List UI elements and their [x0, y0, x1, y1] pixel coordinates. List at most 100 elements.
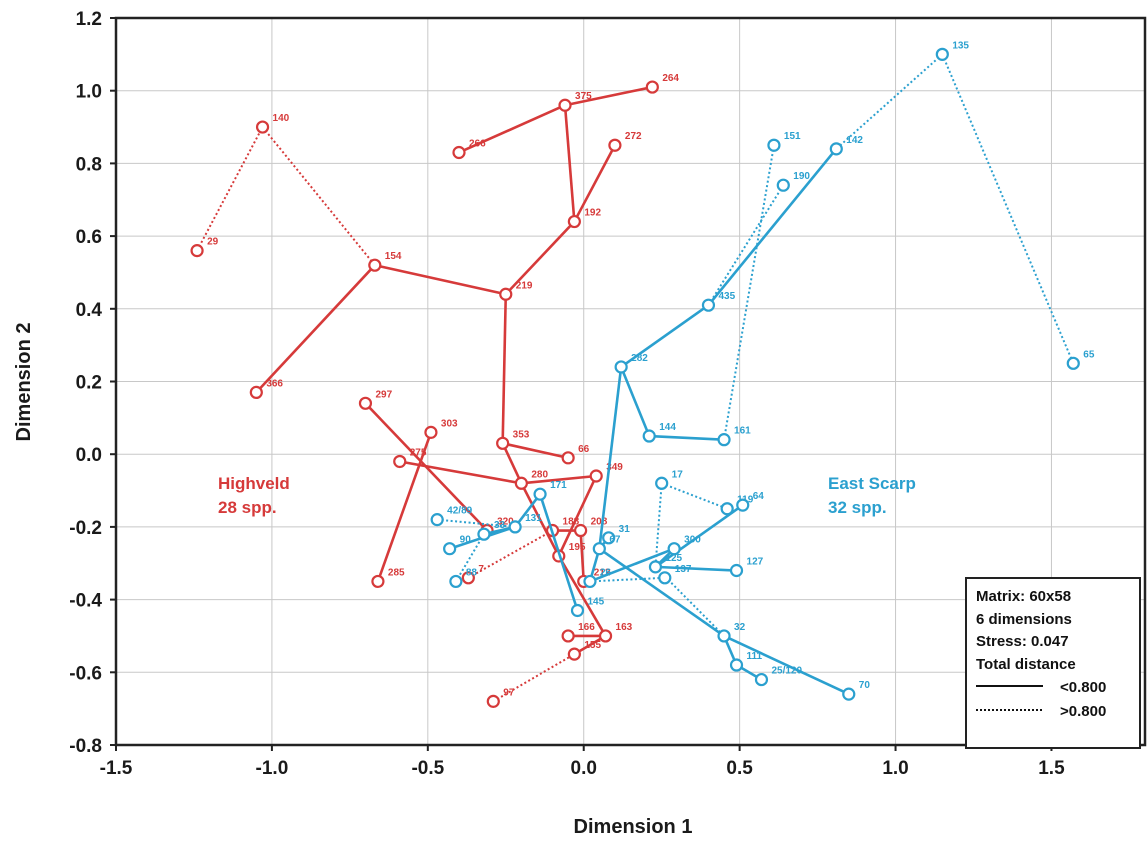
y-tick-label: -0.6	[69, 663, 102, 684]
point-label: 7	[478, 564, 484, 575]
link-solid	[557, 555, 607, 637]
point-label: 171	[550, 480, 567, 491]
link-solid	[521, 474, 597, 485]
data-point	[717, 629, 731, 643]
point-label: 300	[684, 535, 701, 546]
point-label: 42/89	[447, 506, 472, 517]
data-point	[461, 571, 475, 585]
link-solid	[589, 547, 675, 583]
data-point	[371, 574, 385, 589]
link-dotted	[261, 126, 376, 266]
data-point	[935, 47, 949, 61]
data-point	[499, 287, 513, 301]
point-label: 285	[388, 567, 405, 578]
legend-dotted-label: >0.800	[1060, 703, 1106, 720]
data-point	[249, 385, 263, 400]
data-point	[720, 502, 734, 516]
point-label: 297	[375, 389, 392, 400]
data-point	[602, 531, 616, 545]
link-dotted	[589, 576, 665, 583]
data-point	[358, 396, 373, 410]
link-dotted	[723, 145, 775, 440]
legend-total-distance: Total distance	[976, 656, 1076, 673]
east-scarp-label: East Scarp	[828, 474, 916, 493]
link-solid	[619, 366, 651, 437]
y-tick-label: 0.0	[76, 445, 102, 466]
point-label: 272	[625, 131, 642, 142]
point-label: 17	[672, 469, 684, 480]
y-tick-label: -0.4	[69, 591, 102, 612]
point-label: 142	[846, 135, 863, 146]
east-scarp-series: 1351511421904356528214416117119641711314…	[430, 40, 1095, 701]
point-label: 154	[385, 251, 402, 262]
data-point	[567, 214, 581, 229]
data-point	[1066, 356, 1080, 370]
link-solid	[620, 304, 710, 369]
x-tick-label: 1.0	[882, 758, 908, 779]
point-label: 190	[793, 171, 810, 182]
point-label: 33	[494, 520, 506, 531]
link-dotted	[196, 126, 264, 252]
data-point	[729, 563, 744, 578]
point-label: 31	[619, 524, 631, 535]
point-label: 67	[609, 535, 621, 546]
point-label: 208	[591, 517, 608, 528]
point-label: 135	[952, 40, 969, 51]
x-axis-ticks: -1.5 -1.0 -0.5 0.0 0.5 1.0 1.5	[100, 745, 1065, 779]
data-point	[255, 120, 270, 134]
point-label: 264	[662, 73, 679, 84]
data-point	[642, 429, 656, 443]
point-label: 188	[563, 517, 580, 528]
highveld-series: 29 140 154 366 266 375 264 272 192 219 353 66 280 349…	[190, 73, 679, 708]
link-solid	[557, 475, 598, 557]
data-point	[424, 425, 438, 439]
link-solid	[255, 264, 376, 394]
link-solid	[649, 434, 725, 441]
east-scarp-count-label: 32 spp.	[828, 498, 887, 517]
link-solid	[723, 634, 850, 696]
y-tick-label: 0.4	[76, 300, 103, 321]
link-solid	[563, 105, 576, 222]
point-label: 435	[718, 291, 735, 302]
data-point	[829, 142, 843, 156]
x-tick-label: 0.0	[571, 758, 597, 779]
point-label: 195	[569, 542, 586, 553]
data-point	[393, 454, 407, 469]
data-point	[717, 433, 731, 447]
data-point	[658, 571, 672, 585]
point-label: 375	[575, 91, 592, 102]
y-tick-label: 1.0	[76, 82, 102, 103]
data-point	[614, 360, 628, 374]
point-label: 131	[525, 513, 542, 524]
point-label: 144	[659, 422, 676, 433]
link-solid	[374, 263, 507, 296]
point-label: 127	[747, 557, 764, 568]
legend-matrix: Matrix: 60x58	[976, 588, 1071, 605]
legend-solid-label: <0.800	[1060, 679, 1106, 696]
data-point	[533, 487, 547, 501]
point-label: 353	[513, 429, 530, 440]
data-point	[368, 258, 382, 272]
point-label: 64	[753, 491, 765, 502]
point-label: 366	[266, 378, 283, 389]
data-point	[842, 687, 856, 701]
data-point	[608, 138, 622, 152]
data-point	[558, 98, 572, 112]
link-solid	[520, 482, 560, 557]
link-solid	[502, 442, 569, 460]
point-label: 155	[584, 640, 601, 651]
y-tick-label: -0.2	[69, 518, 102, 539]
link-solid	[538, 493, 579, 611]
group-labels: Highveld 28 spp. East Scarp 32 spp.	[218, 474, 916, 517]
data-point	[701, 298, 716, 312]
point-label: 275	[410, 447, 427, 458]
point-label: 303	[441, 418, 458, 429]
point-label: 66	[578, 444, 590, 455]
link-dotted	[707, 184, 785, 306]
link-dotted	[941, 53, 1075, 364]
link-solid	[504, 220, 576, 296]
point-label: 137	[675, 564, 692, 575]
link-dotted	[654, 566, 725, 637]
series-layer: 29 140 154 366 266 375 264 272 192 219 353 66 280 349…	[190, 40, 1095, 708]
data-point	[514, 476, 528, 490]
